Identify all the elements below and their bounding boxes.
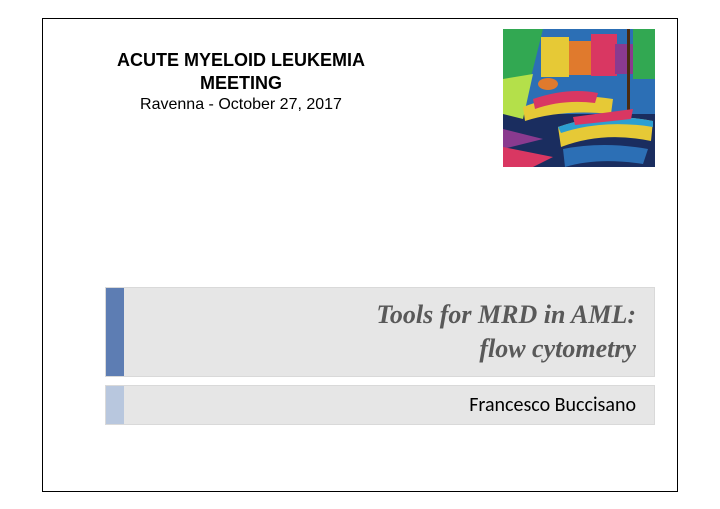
author-bar: Francesco Buccisano xyxy=(105,385,655,425)
title-line1: Tools for MRD in AML: xyxy=(376,298,636,332)
title-accent xyxy=(106,288,124,376)
painting-svg xyxy=(503,29,655,167)
decorative-painting xyxy=(503,29,655,167)
conference-subtitle: Ravenna - October 27, 2017 xyxy=(71,96,411,114)
presentation-title: Tools for MRD in AML: flow cytometry xyxy=(124,288,654,376)
conference-title-line1: ACUTE MYELOID LEUKEMIA xyxy=(71,49,411,72)
header-block: ACUTE MYELOID LEUKEMIA MEETING Ravenna -… xyxy=(71,49,411,114)
conference-title-line2: MEETING xyxy=(71,72,411,95)
slide-frame: ACUTE MYELOID LEUKEMIA MEETING Ravenna -… xyxy=(42,18,678,492)
author-name: Francesco Buccisano xyxy=(124,386,654,424)
author-accent xyxy=(106,386,124,424)
title-bar: Tools for MRD in AML: flow cytometry xyxy=(105,287,655,377)
title-line2: flow cytometry xyxy=(479,332,636,366)
